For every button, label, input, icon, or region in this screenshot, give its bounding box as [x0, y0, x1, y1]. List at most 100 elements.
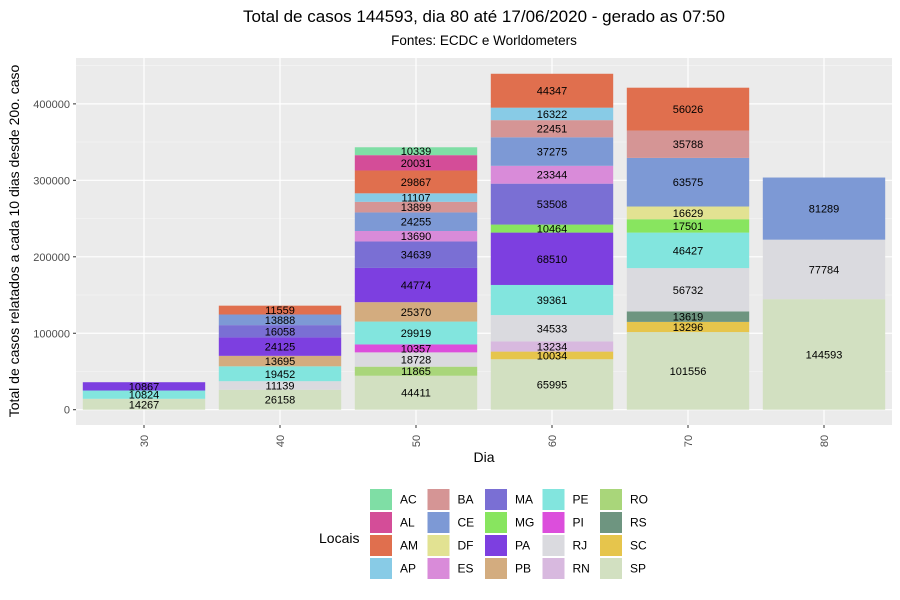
x-tick-label: 30: [139, 435, 151, 447]
legend-swatch-ro: [600, 489, 622, 510]
legend-swatch-pe: [542, 489, 565, 510]
bar-segment-es: [490, 165, 614, 184]
bar-segment-sp: [218, 389, 342, 410]
segment-value-label: 11139: [266, 380, 295, 392]
y-tick-label: 400000: [33, 99, 70, 111]
bar-segment-mg: [626, 219, 750, 233]
bar-segment-sp: [490, 359, 614, 410]
segment-value-label: 10867: [129, 381, 160, 393]
segment-value-label: 13888: [265, 315, 296, 327]
bar-segment-am: [218, 305, 342, 315]
legend-swatch-ma: [485, 489, 507, 510]
chart-subtitle: Fontes: ECDC e Worldometers: [391, 33, 577, 48]
bar-segment-sp: [762, 299, 886, 410]
legend-swatch-rn: [542, 558, 565, 579]
x-axis: 30 40 50 60 70 80: [139, 425, 831, 447]
legend-label-ac: AC: [400, 493, 417, 507]
legend-title: Locais: [319, 530, 359, 546]
bar-segment-sp: [82, 398, 206, 410]
segment-value-label: 10339: [401, 146, 432, 158]
segment-value-label: 24125: [265, 342, 296, 354]
legend-label-am: AM: [400, 539, 418, 553]
segment-value-label: 144593: [806, 349, 843, 361]
bar-segment-pa: [82, 382, 206, 391]
segment-value-label: 16629: [673, 208, 704, 220]
bar-segment-es: [354, 230, 478, 242]
segment-value-label: 11107: [402, 193, 431, 205]
bar-segment-df: [626, 206, 750, 220]
legend-label-ro: RO: [630, 493, 648, 507]
x-tick-label: 80: [819, 435, 831, 447]
bar-segment-rj: [218, 381, 342, 390]
segment-value-label: 10464: [537, 224, 568, 236]
segment-value-label: 16058: [265, 326, 296, 338]
legend-label-sc: SC: [630, 539, 647, 553]
x-tick-label: 50: [411, 435, 423, 447]
legend-label-rs: RS: [630, 516, 647, 530]
legend: Locais AC AL AM AP BA CE DF ES MA MG PA PB PE PI RJ RN R…: [319, 489, 648, 579]
legend-label-df: DF: [458, 539, 474, 553]
segment-value-label: 13695: [265, 356, 296, 368]
legend-swatch-am: [370, 535, 392, 556]
segment-value-label: 23344: [537, 170, 568, 182]
legend-label-pb: PB: [515, 562, 531, 576]
segment-value-label: 16322: [537, 109, 568, 121]
segment-value-label: 44774: [401, 280, 432, 292]
bar-segment-pb: [354, 302, 478, 322]
legend-swatch-es: [427, 558, 450, 579]
bar-segment-ma: [490, 183, 614, 225]
legend-label-ba: BA: [458, 493, 474, 507]
segment-value-label: 18728: [401, 355, 432, 367]
legend-label-ap: AP: [400, 562, 416, 576]
segment-value-label: 65995: [537, 379, 568, 391]
segment-value-label: 37275: [537, 147, 568, 159]
segment-value-label: 26158: [265, 395, 296, 407]
legend-swatch-pb: [485, 558, 507, 579]
x-tick-label: 70: [683, 435, 695, 447]
legend-swatch-df: [427, 535, 450, 556]
segment-value-label: 56732: [673, 285, 704, 297]
bar-segment-rs: [626, 311, 750, 322]
bar-segment-pe: [490, 284, 614, 316]
plot-background: [76, 58, 892, 425]
segment-value-label: 13296: [673, 322, 704, 334]
legend-swatch-pa: [485, 535, 507, 556]
legend-swatch-ba: [427, 489, 450, 510]
segment-value-label: 10824: [129, 390, 160, 402]
segment-value-label: 10034: [537, 350, 568, 362]
legend-swatch-sc: [600, 535, 622, 556]
bar-segment-pe: [354, 321, 478, 345]
segment-value-label: 101556: [670, 366, 707, 378]
bar-segment-pi: [354, 344, 478, 353]
legend-swatch-rs: [600, 512, 622, 533]
bar-segment-sc: [490, 351, 614, 360]
legend-label-ce: CE: [458, 516, 475, 530]
bar-segment-ce: [762, 177, 886, 240]
segment-value-label: 29919: [401, 328, 432, 340]
segment-value-label: 11559: [265, 305, 295, 317]
legend-swatch-ap: [370, 558, 392, 579]
segment-value-label: 20031: [401, 158, 432, 170]
x-tick-label: 60: [547, 435, 559, 447]
segment-value-label: 25370: [401, 307, 432, 319]
bar-segment-pe: [626, 232, 750, 269]
segment-value-label: 17501: [673, 221, 704, 233]
chart-title: Total de casos 144593, dia 80 até 17/06/…: [243, 7, 725, 26]
segment-value-label: 63575: [673, 177, 704, 189]
bar-segment-al: [354, 155, 478, 171]
bar-segment-rj: [626, 268, 750, 312]
legend-swatch-sp: [600, 558, 622, 579]
bar-segment-ma: [218, 325, 342, 338]
bar-segment-ac: [354, 147, 478, 156]
bar-segment-am: [490, 73, 614, 108]
segment-value-label: 34639: [401, 250, 432, 262]
legend-label-es: ES: [458, 562, 474, 576]
bar-segment-ma: [354, 241, 478, 268]
bar-segment-ce: [490, 137, 614, 166]
segment-value-label: 29867: [401, 177, 432, 189]
legend-label-mg: MG: [515, 516, 534, 530]
x-tick-label: 40: [275, 435, 287, 447]
legend-label-ma: MA: [515, 493, 533, 507]
